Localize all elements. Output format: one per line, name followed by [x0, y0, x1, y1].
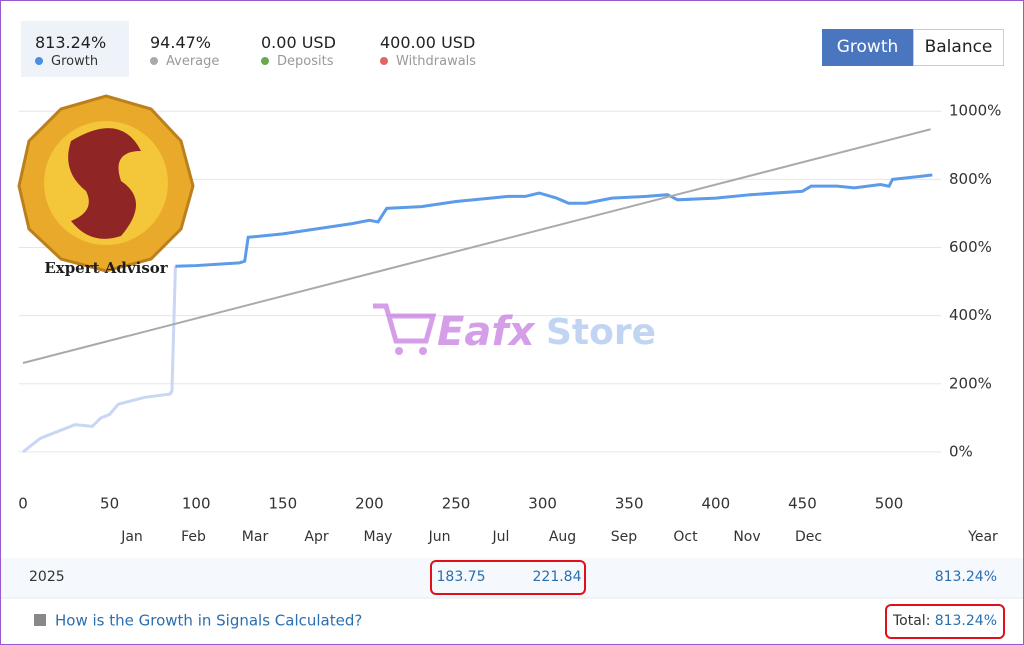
dot [261, 57, 269, 65]
badge-text: Expert Advisor [44, 259, 168, 277]
stat: 94.47% Average [136, 21, 233, 77]
line-series [175, 173, 933, 268]
month-label: Jul [492, 529, 510, 545]
help-link[interactable]: How is the Growth in Signals Calculated? [55, 612, 362, 630]
stat-label: Average [166, 54, 220, 69]
dot [35, 57, 43, 65]
x-tick-label: 500 [875, 495, 904, 513]
x-tick-label: 300 [528, 495, 557, 513]
stat: 400.00 USD Withdrawals [366, 21, 490, 77]
stat-label: Growth [51, 54, 99, 69]
highlight [430, 560, 586, 595]
stat-label: Deposits [277, 54, 334, 69]
month-label: Feb [181, 529, 206, 545]
stat-value: 0.00 USD [261, 33, 336, 52]
line-series [22, 266, 177, 454]
brand-a: Eafx [437, 309, 536, 355]
y-tick-label: 0% [949, 442, 973, 460]
year: 2025 [29, 569, 65, 585]
highlight [885, 604, 1005, 639]
x-tick-label: 450 [788, 495, 817, 513]
tab-balance[interactable]: Balance [913, 29, 1004, 66]
stat-value: 94.47% [150, 33, 212, 52]
x-tick-label: 50 [100, 495, 119, 513]
x-tick-label: 250 [442, 495, 471, 513]
year-row [1, 558, 1023, 598]
y-tick-label: 800% [949, 170, 992, 188]
x-tick-label: 400 [702, 495, 731, 513]
y-tick-label: 1000% [949, 102, 1001, 120]
stat-value: 813.24% [35, 33, 107, 52]
month-growth: 221.84 [533, 569, 582, 585]
stat-value: 400.00 USD [380, 33, 476, 52]
y-tick-label: 200% [949, 374, 992, 392]
x-tick-label: 150 [268, 495, 297, 513]
brand-b: Store [546, 312, 656, 353]
month-label: Mar [242, 529, 269, 545]
logo: Expert Advisor [17, 94, 195, 277]
year-total: 813.24% [935, 569, 997, 585]
tab-growth[interactable]: Growth [822, 29, 913, 66]
total-label: Total: [892, 613, 930, 629]
x-tick-label: 200 [355, 495, 384, 513]
dot [380, 57, 388, 65]
watermark: Eafx Store [373, 303, 656, 355]
month-label: May [364, 529, 393, 545]
month-label: Oct [673, 529, 698, 545]
total-value: 813.24% [935, 613, 997, 629]
stat: 0.00 USD Deposits [247, 21, 350, 77]
month-label: Jan [120, 529, 143, 545]
month-growth: 183.75 [437, 569, 486, 585]
x-tick-label: 350 [615, 495, 644, 513]
x-tick-label: 100 [182, 495, 211, 513]
month-label: Apr [304, 529, 328, 545]
dot [150, 57, 158, 65]
month-label: Dec [795, 529, 822, 545]
help-icon [34, 614, 46, 626]
month-label: Aug [549, 529, 576, 545]
y-tick-label: 400% [949, 306, 992, 324]
stat-label: Withdrawals [396, 54, 477, 69]
line-series [22, 128, 931, 364]
month-label: Jun [428, 529, 451, 545]
stat[interactable]: 813.24% Growth [21, 21, 129, 77]
x-tick-label: 0 [18, 495, 28, 513]
month-label: Sep [611, 529, 638, 545]
period-label: Year [967, 529, 998, 545]
y-tick-label: 600% [949, 238, 992, 256]
month-label: Nov [733, 529, 760, 545]
